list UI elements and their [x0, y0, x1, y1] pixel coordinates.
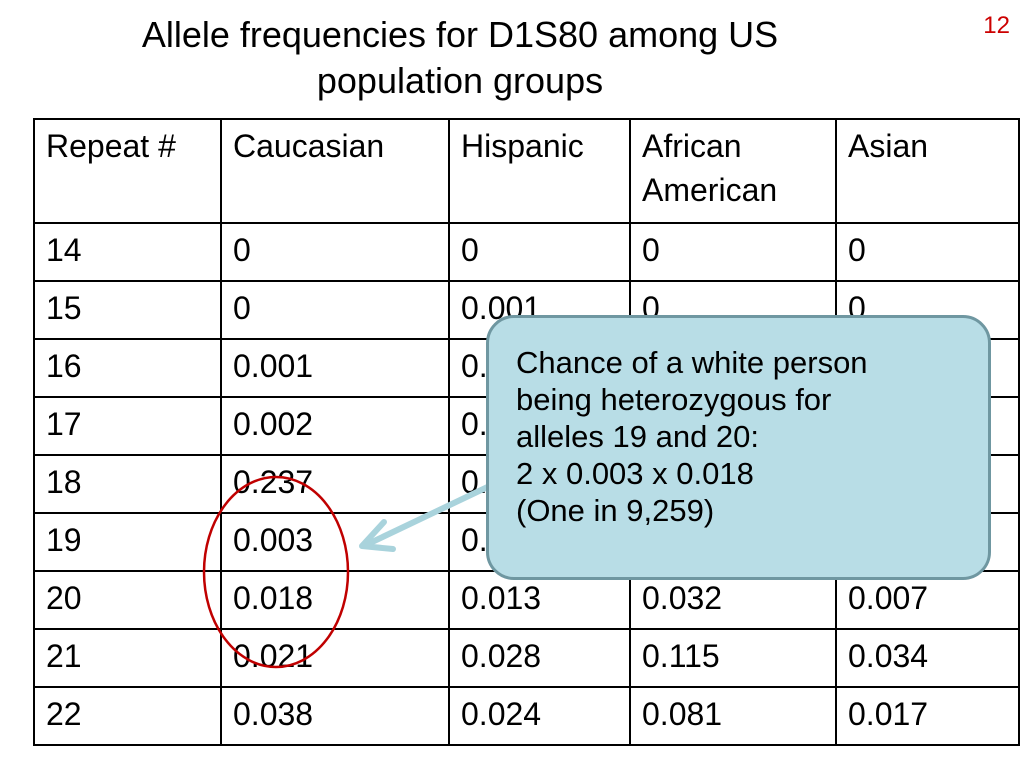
- table-cell: 0.013: [448, 570, 631, 630]
- table-cell: 0.081: [629, 686, 837, 746]
- table-cell: 18: [33, 454, 222, 514]
- table-cell: 0.032: [629, 570, 837, 630]
- table-cell: 0: [220, 280, 450, 340]
- table-cell: 16: [33, 338, 222, 398]
- table-header-row: Repeat # Caucasian Hispanic African Amer…: [33, 118, 1020, 224]
- table-cell: 0.115: [629, 628, 837, 688]
- callout-line: 2 x 0.003 x 0.018: [516, 456, 754, 491]
- table-cell: 22: [33, 686, 222, 746]
- table-cell: 0: [220, 222, 450, 282]
- table-row: 22 0.038 0.024 0.081 0.017: [33, 686, 1020, 746]
- callout-line: alleles 19 and 20:: [516, 419, 760, 454]
- table-cell: 0.028: [448, 628, 631, 688]
- table-cell: 0.034: [835, 628, 1020, 688]
- table-cell: 0.237: [220, 454, 450, 514]
- table-cell: 0.017: [835, 686, 1020, 746]
- slide-number: 12: [983, 12, 1010, 39]
- header-repeat: Repeat #: [33, 118, 222, 224]
- table-cell: 0: [629, 222, 837, 282]
- slide-title: Allele frequencies for D1S80 among US po…: [20, 12, 900, 104]
- table-cell: 17: [33, 396, 222, 456]
- table-cell: 0: [448, 222, 631, 282]
- table-cell: 19: [33, 512, 222, 572]
- table-cell: 0.024: [448, 686, 631, 746]
- heterozygosity-callout: Chance of a white person being heterozyg…: [486, 315, 991, 580]
- table-cell: 0.001: [220, 338, 450, 398]
- header-asian: Asian: [835, 118, 1020, 224]
- title-line-2: population groups: [316, 60, 604, 101]
- callout-line: being heterozygous for: [516, 382, 832, 417]
- table-cell: 0.003: [220, 512, 450, 572]
- table-cell: 14: [33, 222, 222, 282]
- table-cell: 15: [33, 280, 222, 340]
- table-cell: 0: [835, 222, 1020, 282]
- table-cell: 0.021: [220, 628, 450, 688]
- callout-line: Chance of a white person: [516, 345, 868, 380]
- table-row: 14 0 0 0 0: [33, 222, 1020, 282]
- header-african-american: African American: [629, 118, 837, 224]
- header-caucasian: Caucasian: [220, 118, 450, 224]
- header-hispanic: Hispanic: [448, 118, 631, 224]
- table-row: 21 0.021 0.028 0.115 0.034: [33, 628, 1020, 688]
- callout-line: (One in 9,259): [516, 493, 715, 528]
- table-cell: 20: [33, 570, 222, 630]
- table-cell: 0.002: [220, 396, 450, 456]
- title-line-1: Allele frequencies for D1S80 among US: [141, 14, 779, 55]
- table-cell: 0.038: [220, 686, 450, 746]
- table-cell: 21: [33, 628, 222, 688]
- table-row: 20 0.018 0.013 0.032 0.007: [33, 570, 1020, 630]
- table-cell: 0.018: [220, 570, 450, 630]
